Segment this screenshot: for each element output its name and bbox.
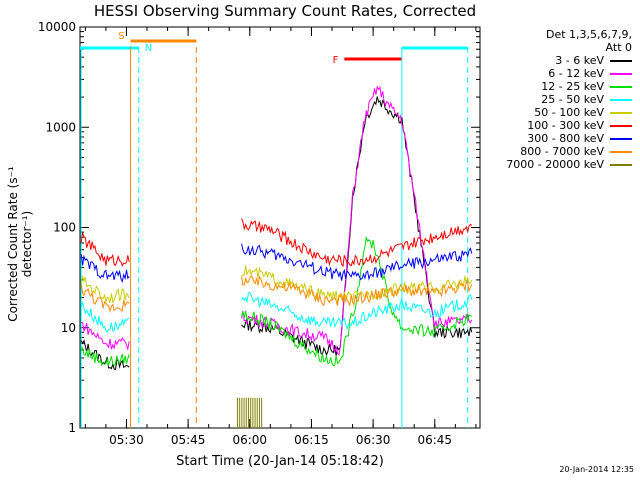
- series-line: [80, 232, 130, 267]
- y-tick-label: 100: [53, 221, 76, 235]
- legend-entry: 100 - 300 keV: [480, 119, 632, 132]
- y-tick-label: 1000: [45, 120, 76, 134]
- y-axis-label: Corrected Count Rate (s⁻¹ detector⁻¹): [6, 166, 34, 322]
- legend-entry: 25 - 50 keV: [480, 93, 632, 106]
- legend-swatch: [610, 163, 632, 166]
- x-tick-label: 06:15: [294, 433, 329, 447]
- legend-swatch: [610, 111, 632, 114]
- legend-entry-label: 300 - 800 keV: [527, 132, 604, 145]
- legend-entry-label: 6 - 12 keV: [548, 67, 604, 80]
- legend-swatch: [610, 72, 632, 75]
- legend-swatch: [610, 59, 632, 62]
- legend-entry: 800 - 7000 keV: [480, 145, 632, 158]
- flag-label: S: [118, 31, 124, 42]
- series-line: [80, 346, 130, 367]
- x-tick-label: 06:45: [417, 433, 452, 447]
- legend-entry-label: 3 - 6 keV: [555, 54, 604, 67]
- legend: Det 1,3,5,6,7,9, Att 0 3 - 6 keV 6 - 12 k…: [480, 28, 632, 171]
- series-line: [241, 291, 473, 331]
- series-line: [241, 85, 473, 357]
- series-line: [241, 243, 473, 281]
- legend-entry: 3 - 6 keV: [480, 54, 632, 67]
- legend-swatch: [610, 150, 632, 153]
- series-line: [241, 265, 473, 303]
- legend-entry: 300 - 800 keV: [480, 132, 632, 145]
- series-line: [241, 96, 473, 357]
- x-tick-label: 06:30: [356, 433, 391, 447]
- x-tick-label: 06:00: [232, 433, 267, 447]
- legend-swatch: [610, 98, 632, 101]
- series-line: [80, 284, 130, 314]
- legend-header-line1: Det 1,3,5,6,7,9,: [545, 28, 632, 41]
- x-tick-label: 05:30: [109, 433, 144, 447]
- legend-entry: 12 - 25 keV: [480, 80, 632, 93]
- series-line: [241, 218, 473, 268]
- x-axis-label: Start Time (20-Jan-14 05:18:42): [176, 454, 384, 469]
- series-line: [241, 236, 472, 367]
- timestamp: 20-Jan-2014 12:35: [559, 465, 634, 474]
- legend-swatch: [610, 137, 632, 140]
- y-tick-label: 10000: [38, 20, 76, 34]
- legend-entry: 50 - 100 keV: [480, 106, 632, 119]
- legend-entry-label: 50 - 100 keV: [534, 106, 604, 119]
- flag-label: F: [333, 55, 339, 66]
- flag-label: N: [145, 43, 152, 54]
- chart-title: HESSI Observing Summary Count Rates, Cor…: [93, 2, 477, 20]
- series-line: [80, 254, 130, 284]
- legend-swatch: [610, 124, 632, 127]
- legend-entry-label: 12 - 25 keV: [541, 80, 604, 93]
- legend-entry-label: 7000 - 20000 keV: [506, 158, 604, 171]
- y-tick-label: 10: [61, 321, 76, 335]
- series-line: [241, 274, 473, 307]
- series-line: [80, 275, 130, 304]
- legend-entry: 6 - 12 keV: [480, 67, 632, 80]
- legend-entry-label: 100 - 300 keV: [527, 119, 604, 132]
- series-line: [81, 321, 130, 351]
- legend-entry: 7000 - 20000 keV: [480, 158, 632, 171]
- y-tick-label: 1: [68, 421, 76, 435]
- legend-header-line2: Att 0: [605, 41, 632, 54]
- legend-entry-label: 25 - 50 keV: [541, 93, 604, 106]
- legend-swatch: [610, 85, 632, 88]
- x-tick-label: 05:45: [171, 433, 206, 447]
- series-line: [80, 301, 130, 333]
- legend-entry-label: 800 - 7000 keV: [520, 145, 604, 158]
